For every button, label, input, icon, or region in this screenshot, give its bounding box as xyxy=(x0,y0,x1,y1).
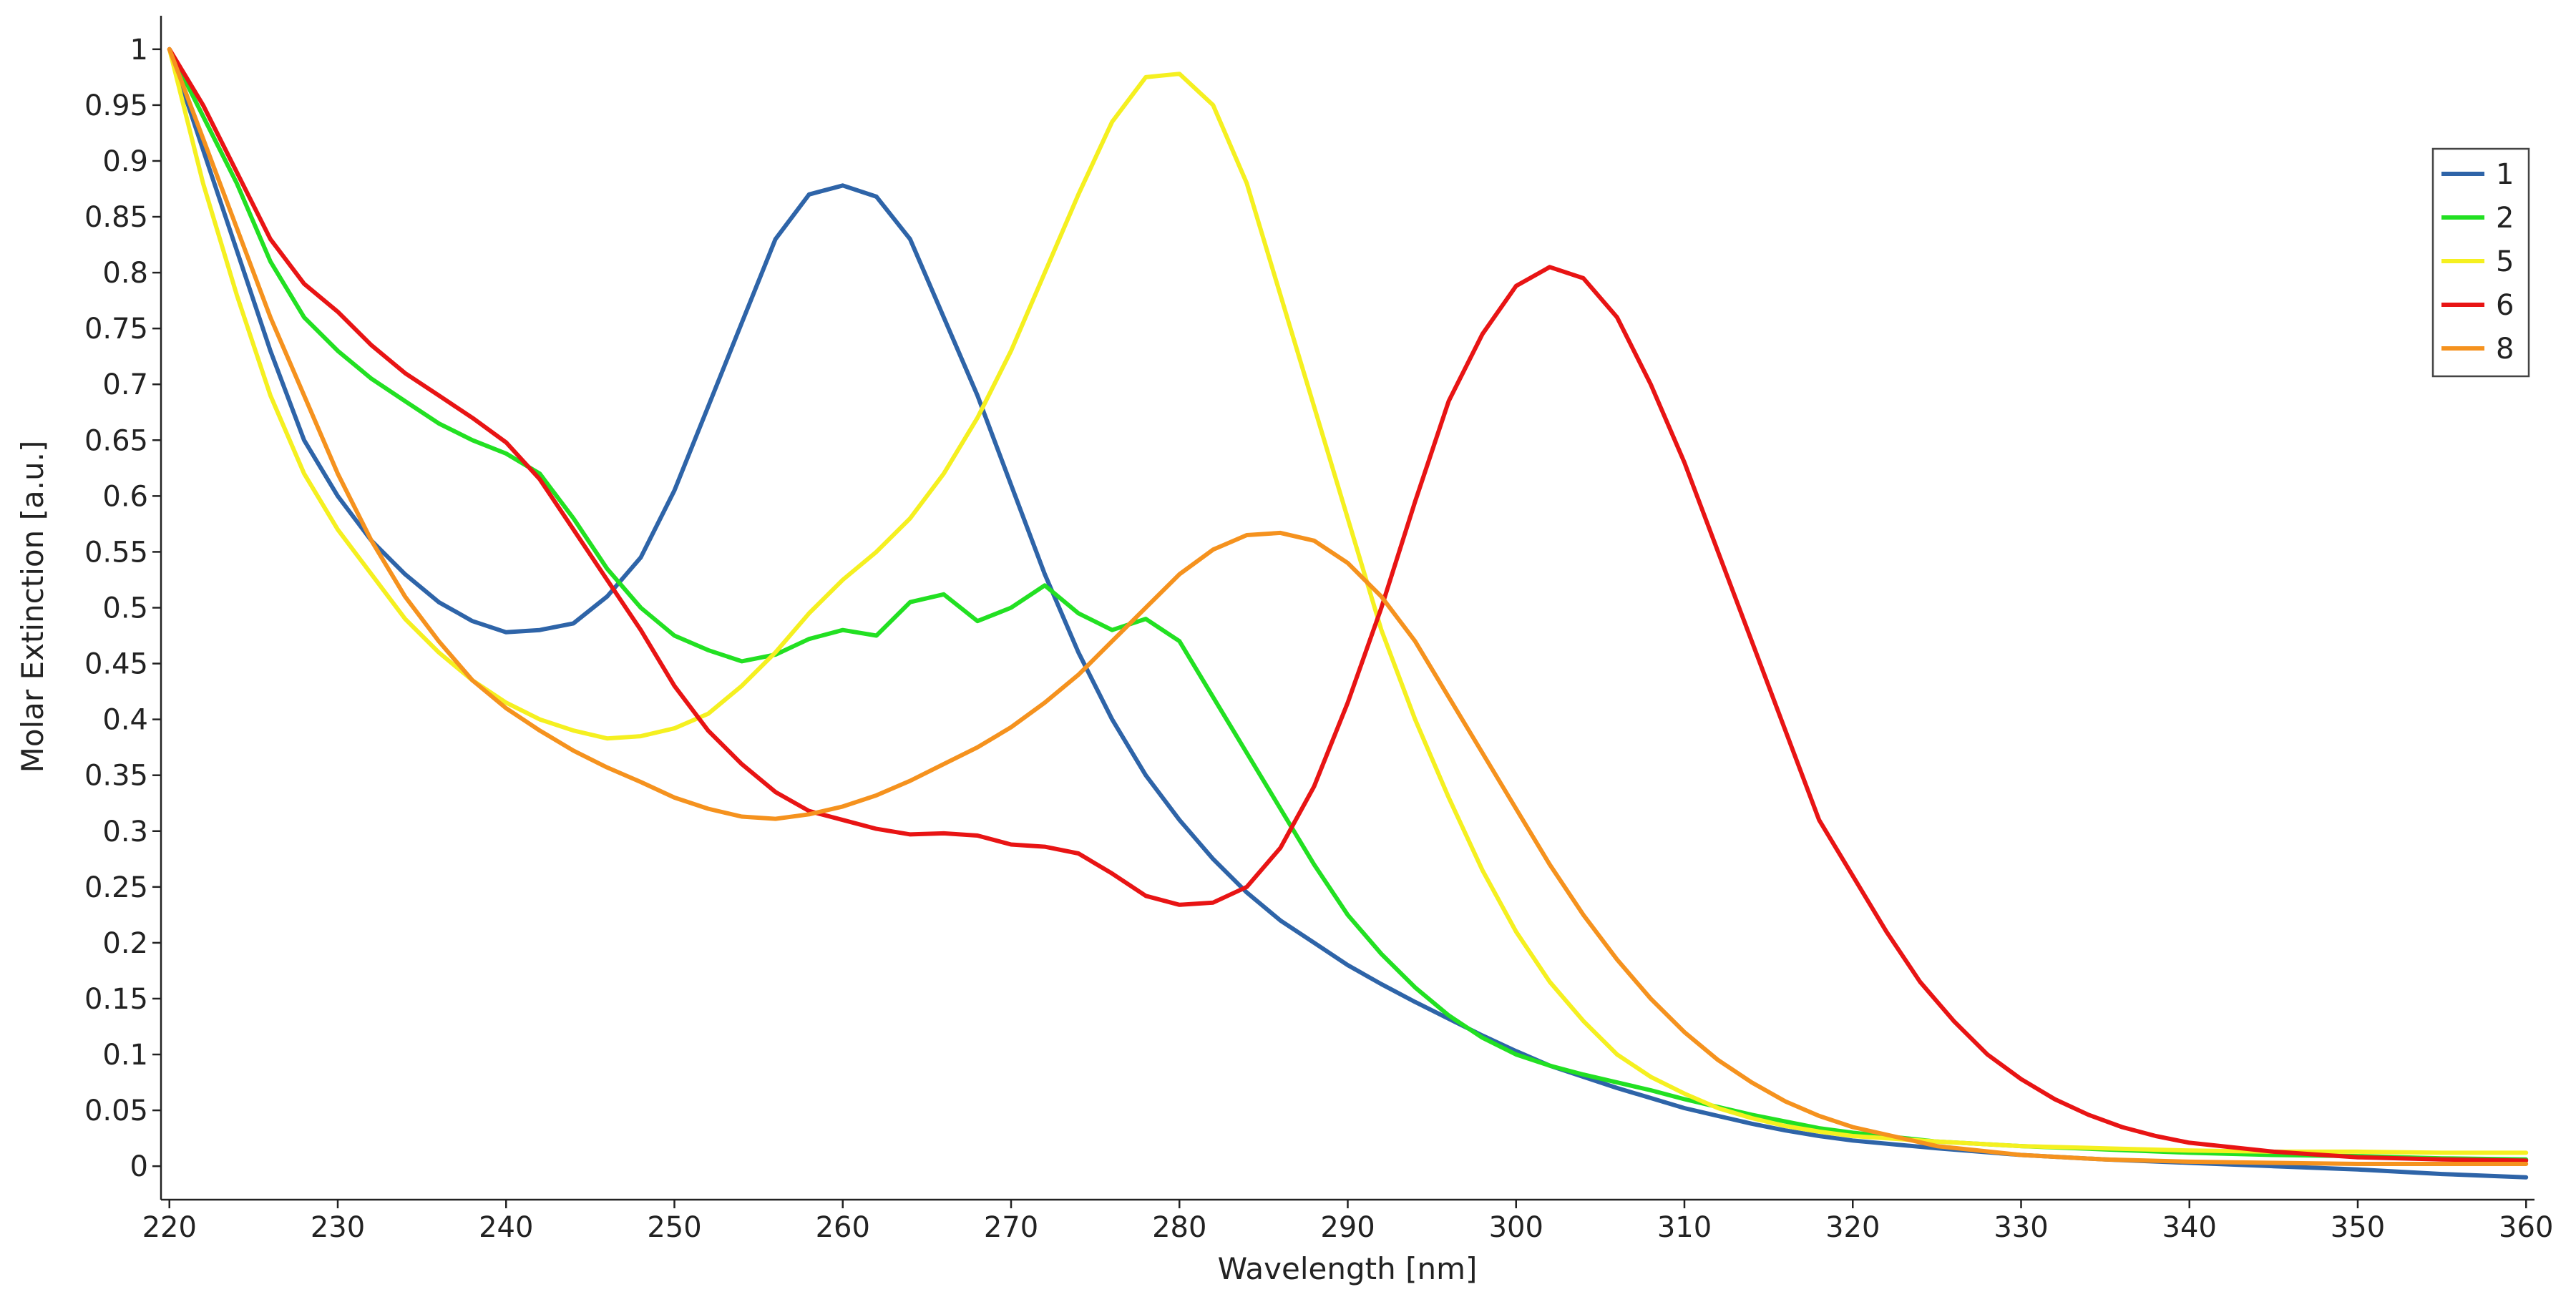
series-line-6 xyxy=(167,46,2529,1163)
x-tick-label: 270 xyxy=(984,1211,1038,1244)
y-tick-label: 0.85 xyxy=(84,201,148,234)
y-tick-label: 0.4 xyxy=(102,704,148,737)
legend-label-2: 2 xyxy=(2496,202,2514,235)
x-tick-label: 330 xyxy=(1994,1211,2048,1244)
legend-label-5: 5 xyxy=(2496,245,2514,278)
y-tick-label: 0.5 xyxy=(102,592,148,625)
y-tick-label: 0.15 xyxy=(84,983,148,1016)
y-axis-ticks: 0 0.05 0.1 0.15 0.2 0.25 0.3 0.35 0.4 0.45 0.5 0.55… xyxy=(84,34,161,1183)
y-tick-label: 0.95 xyxy=(84,89,148,122)
x-tick-label: 240 xyxy=(479,1211,533,1244)
y-tick-label: 0.7 xyxy=(102,368,148,401)
x-tick-label: 260 xyxy=(816,1211,870,1244)
x-axis-ticks: 220 230 240 250 260 270 280 290 300 310 320 330 340 3… xyxy=(142,1200,2553,1244)
series-line-5 xyxy=(167,46,2529,1155)
y-tick-label: 0.75 xyxy=(84,313,148,346)
y-tick-label: 1 xyxy=(130,34,148,67)
legend: 1 2 5 6 8 xyxy=(2431,147,2530,378)
y-tick-label: 0.05 xyxy=(84,1095,148,1127)
x-tick-label: 220 xyxy=(142,1211,197,1244)
legend-label-6: 6 xyxy=(2496,289,2514,322)
legend-label-1: 1 xyxy=(2496,158,2514,191)
series-line-8 xyxy=(167,46,2529,1166)
y-tick-label: 0.65 xyxy=(84,424,148,457)
x-tick-label: 290 xyxy=(1320,1211,1375,1244)
x-tick-label: 320 xyxy=(1825,1211,1880,1244)
x-tick-label: 230 xyxy=(311,1211,365,1244)
series-line-2 xyxy=(167,46,2529,1162)
y-tick-label: 0.3 xyxy=(102,816,148,848)
x-tick-label: 250 xyxy=(647,1211,701,1244)
x-tick-label: 360 xyxy=(2499,1211,2553,1244)
y-tick-label: 0.8 xyxy=(102,257,148,290)
plot-area xyxy=(167,46,2529,1180)
y-tick-label: 0.1 xyxy=(102,1039,148,1072)
y-axis-title: Molar Extinction [a.u.] xyxy=(15,441,50,773)
y-tick-label: 0.6 xyxy=(102,480,148,513)
x-tick-label: 310 xyxy=(1657,1211,1712,1244)
x-axis-title: Wavelength [nm] xyxy=(1218,1251,1478,1286)
y-tick-label: 0.2 xyxy=(102,927,148,960)
legend-label-8: 8 xyxy=(2496,333,2514,366)
y-tick-label: 0.45 xyxy=(84,648,148,681)
y-tick-label: 0.25 xyxy=(84,871,148,904)
y-tick-label: 0 xyxy=(130,1150,148,1183)
y-tick-label: 0.35 xyxy=(84,760,148,793)
x-tick-label: 300 xyxy=(1489,1211,1543,1244)
x-tick-label: 280 xyxy=(1152,1211,1206,1244)
x-tick-label: 350 xyxy=(2331,1211,2385,1244)
series-line-1 xyxy=(167,46,2529,1180)
x-tick-label: 340 xyxy=(2162,1211,2217,1244)
y-tick-label: 0.55 xyxy=(84,536,148,569)
y-tick-label: 0.9 xyxy=(102,145,148,178)
